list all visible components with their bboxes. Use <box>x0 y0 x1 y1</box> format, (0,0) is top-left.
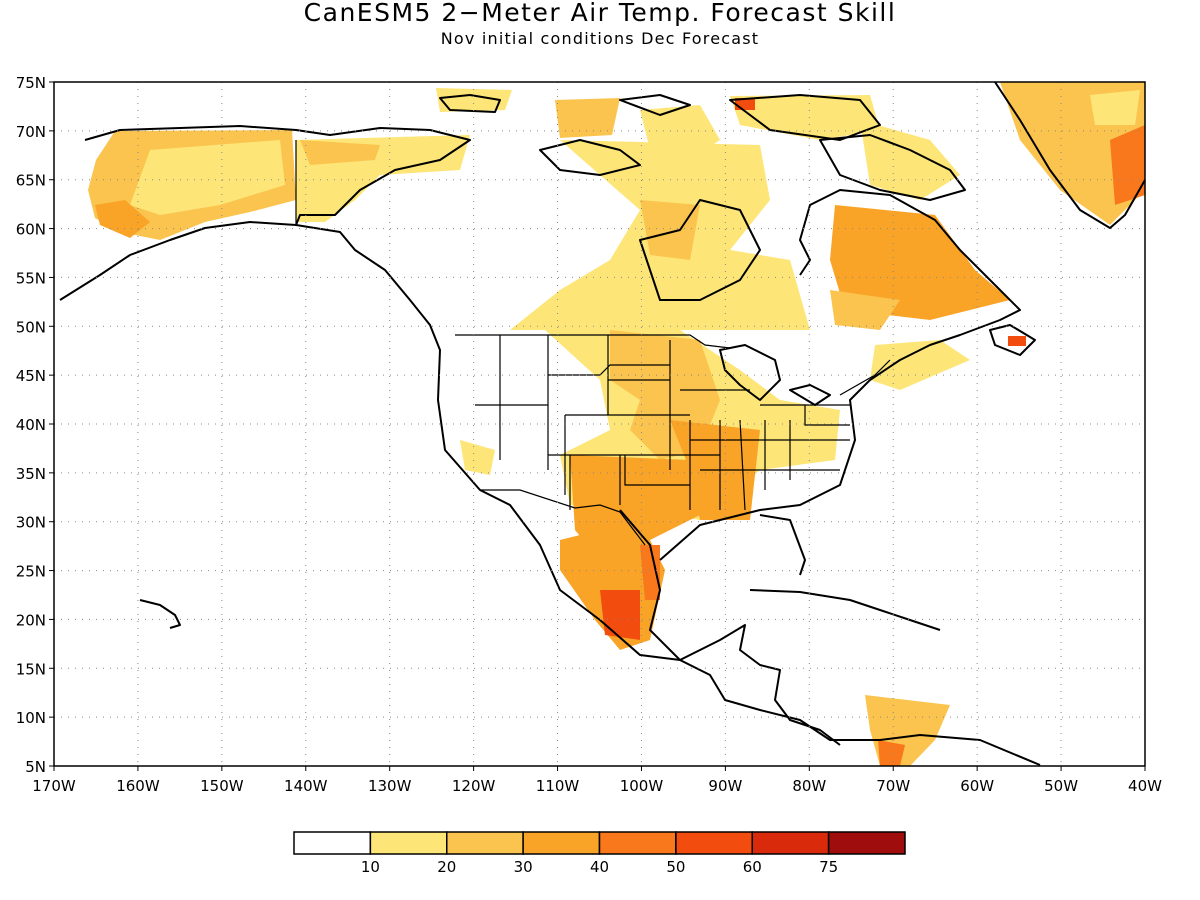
coast-central-america <box>679 624 841 746</box>
colorbar-swatch <box>751 831 830 855</box>
coast-ellesmere <box>729 94 881 141</box>
lat-tick-label: 20N <box>16 611 46 629</box>
lon-tick-label: 130W <box>368 777 412 795</box>
shade-socal <box>460 440 495 475</box>
colorbar-label: 30 <box>514 858 533 876</box>
coast-great-lakes <box>719 344 831 406</box>
lon-tick-label: 70W <box>876 777 910 795</box>
lat-tick-label: 75N <box>16 74 46 92</box>
lon-tick-label: 110W <box>536 777 580 795</box>
colorbar-label: 40 <box>590 858 609 876</box>
lat-tick-label: 55N <box>16 269 46 287</box>
colorbar-swatch <box>293 831 372 855</box>
lon-tick-label: 50W <box>1044 777 1078 795</box>
shade-south-america-dark <box>878 740 905 766</box>
coast-greenland <box>994 81 1146 229</box>
coast-hudson <box>639 199 761 301</box>
coast-baffin <box>819 134 966 201</box>
lon-tick-label: 40W <box>1128 777 1162 795</box>
coast-caribbean <box>749 589 941 631</box>
lat-tick-label: 40N <box>16 416 46 434</box>
lat-tick-label: 10N <box>16 709 46 727</box>
shade-hudson-west <box>640 200 700 260</box>
shade-quebec-light <box>830 290 900 330</box>
axis-ticks: 170W 160W 150W 140W 130W 120W 110W 100W 90W 80W 70… <box>16 74 1162 795</box>
lon-tick-label: 60W <box>960 777 994 795</box>
coast-arctic-isles <box>439 94 691 176</box>
colorbar-label: 50 <box>666 858 685 876</box>
coast-florida <box>759 514 806 576</box>
shade-arctic-2 <box>555 98 620 138</box>
lat-tick-label: 45N <box>16 367 46 385</box>
lat-tick-label: 65N <box>16 172 46 190</box>
border-us-mexico <box>480 489 646 546</box>
shade-greenland-light <box>1090 90 1140 125</box>
shade-newfoundland-red <box>1008 336 1026 346</box>
lat-tick-label: 70N <box>16 123 46 141</box>
colorbar-swatch <box>369 831 448 855</box>
lat-tick-label: 30N <box>16 514 46 532</box>
colorbar-label: 75 <box>819 858 838 876</box>
shade-gulf-coast <box>640 545 660 600</box>
state-lines <box>475 335 850 511</box>
lon-tick-label: 90W <box>708 777 742 795</box>
lon-tick-label: 150W <box>200 777 244 795</box>
coastlines <box>59 81 1146 766</box>
colorbar-swatch <box>522 831 601 855</box>
lon-tick-label: 80W <box>792 777 826 795</box>
shade-mexico-hot <box>600 590 640 640</box>
shade-alaska-core <box>130 140 285 215</box>
shade-quebec <box>830 205 1010 320</box>
shade-south-america <box>865 695 950 766</box>
shade-yukon-dark <box>300 140 380 165</box>
skill-shading <box>88 82 1145 766</box>
shade-maritimes <box>870 340 970 390</box>
colorbar-swatch <box>675 831 753 855</box>
shade-alaska-sw <box>95 200 150 238</box>
coast-alaska-south <box>59 221 297 301</box>
shade-greenland-dark <box>1110 125 1145 205</box>
lat-tick-label: 35N <box>16 465 46 483</box>
lon-tick-label: 120W <box>452 777 496 795</box>
colorbar-label: 20 <box>437 858 456 876</box>
chart-subtitle: Nov initial conditions Dec Forecast <box>440 29 760 48</box>
lat-tick-label: 15N <box>16 660 46 678</box>
shade-arctic-1 <box>436 88 512 112</box>
lon-tick-label: 160W <box>116 777 160 795</box>
colorbar-swatch <box>827 831 906 855</box>
colorbar: 10 20 30 40 50 60 75 <box>293 831 906 876</box>
colorbar-label: 10 <box>361 858 380 876</box>
coast-hawaii <box>139 599 181 629</box>
lat-tick-label: 5N <box>25 758 46 776</box>
lon-tick-label: 170W <box>32 777 76 795</box>
colorbar-swatch <box>598 831 677 855</box>
political-borders <box>295 140 891 546</box>
chart-title: CanESM5 2−Meter Air Temp. Forecast Skill <box>303 0 897 27</box>
lat-tick-label: 50N <box>16 318 46 336</box>
colorbar-label: 60 <box>743 858 762 876</box>
lat-tick-label: 60N <box>16 221 46 239</box>
colorbar-swatch <box>446 831 524 855</box>
lat-tick-label: 25N <box>16 563 46 581</box>
border-us-canada <box>455 334 891 396</box>
lon-tick-label: 140W <box>284 777 328 795</box>
coast-alaska <box>84 125 1041 766</box>
lon-tick-label: 100W <box>620 777 664 795</box>
coast-gulf <box>619 189 1021 661</box>
